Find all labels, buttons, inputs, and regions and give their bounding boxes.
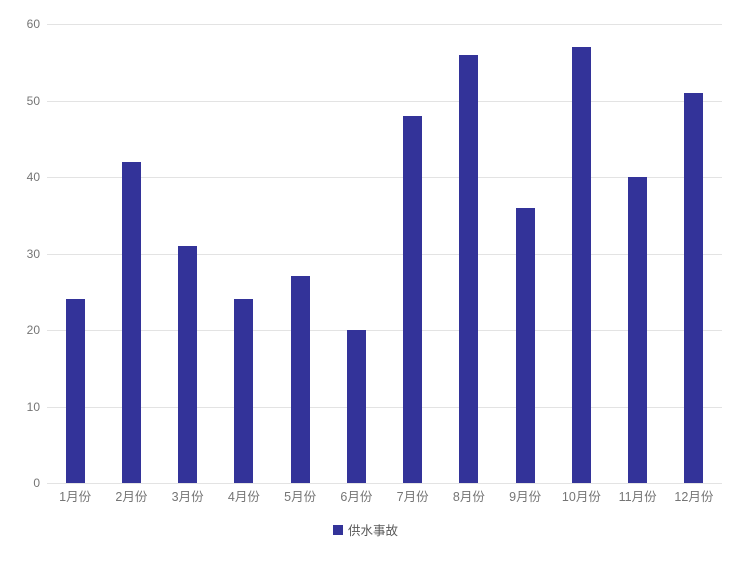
legend: 供水事故 bbox=[0, 520, 731, 539]
bar-9月份 bbox=[515, 207, 535, 483]
bar-5月份 bbox=[290, 276, 310, 483]
x-tick-label: 2月份 bbox=[115, 490, 148, 504]
gridline-y-0 bbox=[47, 483, 722, 484]
x-tick-label: 9月份 bbox=[509, 490, 542, 504]
bar-7月份 bbox=[403, 115, 423, 483]
bar-8月份 bbox=[459, 54, 479, 483]
bar-4月份 bbox=[234, 299, 254, 483]
y-tick-label: 50 bbox=[26, 93, 40, 108]
gridline-y-60 bbox=[47, 24, 722, 25]
x-tick-label: 4月份 bbox=[227, 490, 260, 504]
bar-1月份 bbox=[65, 299, 85, 483]
x-tick-label: 11月份 bbox=[618, 490, 657, 504]
x-tick-label: 7月份 bbox=[396, 490, 429, 504]
x-tick-label: 3月份 bbox=[171, 490, 204, 504]
y-tick-label: 10 bbox=[26, 399, 40, 414]
legend-item[interactable]: 供水事故 bbox=[332, 520, 398, 539]
x-tick-label: 10月份 bbox=[561, 490, 601, 504]
x-tick-label: 8月份 bbox=[452, 490, 485, 504]
y-tick-label: 60 bbox=[26, 17, 40, 31]
x-tick-label: 1月份 bbox=[59, 490, 92, 504]
bar-12月份 bbox=[684, 92, 704, 483]
gridline-y-40 bbox=[47, 177, 722, 178]
y-tick-label: 30 bbox=[26, 246, 40, 261]
gridline-y-30 bbox=[47, 253, 722, 255]
bar-10月份 bbox=[571, 46, 591, 483]
y-tick-label: 40 bbox=[26, 170, 40, 184]
bar-3月份 bbox=[178, 245, 198, 483]
gridline-y-50 bbox=[47, 100, 722, 102]
legend-label: 供水事故 bbox=[347, 524, 398, 538]
y-tick-label: 20 bbox=[26, 323, 40, 337]
x-tick-label: 12月份 bbox=[674, 490, 714, 504]
x-tick-label: 5月份 bbox=[284, 490, 317, 504]
x-tick-label: 6月份 bbox=[340, 490, 373, 504]
legend-swatch-icon bbox=[332, 524, 343, 535]
y-tick-label: 0 bbox=[33, 476, 40, 490]
gridline-y-20 bbox=[47, 330, 722, 331]
bar-2月份 bbox=[121, 161, 141, 483]
bar-6月份 bbox=[346, 330, 366, 483]
bar-11月份 bbox=[628, 177, 648, 483]
gridline-y-10 bbox=[47, 406, 722, 408]
